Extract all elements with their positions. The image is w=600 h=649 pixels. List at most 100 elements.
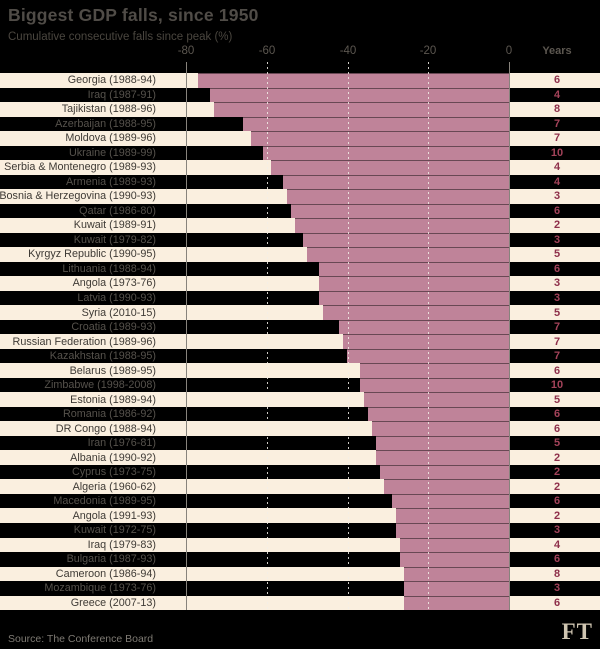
- row-label: Armenia (1989-93): [65, 175, 156, 188]
- bar: [360, 363, 509, 378]
- row-years: 6: [553, 364, 561, 377]
- years-column-header: Years: [542, 45, 572, 57]
- chart-row: Lithuania (1988-94) 6: [0, 261, 600, 277]
- row-label: Kazakhstan (1988-95): [49, 350, 156, 363]
- row-years: 6: [553, 495, 561, 508]
- row-years: 4: [553, 175, 561, 188]
- bar: [319, 276, 509, 291]
- row-years: 3: [553, 291, 561, 304]
- row-label: Serbia & Montenegro (1989-93): [4, 161, 156, 174]
- chart-title: Biggest GDP falls, since 1950: [8, 5, 259, 25]
- row-years: 3: [553, 582, 561, 595]
- bar: [396, 508, 509, 523]
- chart-row: Iran (1976-81) 5: [0, 435, 600, 451]
- row-years: 6: [553, 553, 561, 566]
- row-label: Cameroon (1986-94): [55, 567, 156, 580]
- bar: [339, 319, 509, 335]
- chart-subtitle: Cumulative consecutive falls since peak …: [8, 31, 233, 43]
- chart-row: Kazakhstan (1988-95) 7: [0, 348, 600, 364]
- chart-row: Armenia (1989-93) 4: [0, 174, 600, 190]
- bar: [347, 348, 509, 364]
- row-years: 8: [553, 567, 561, 580]
- row-years: 4: [553, 538, 561, 551]
- bar: [319, 290, 509, 306]
- row-label: Iran (1976-81): [87, 437, 156, 450]
- bar: [210, 87, 509, 103]
- chart-row: Kuwait (1989-91) 2: [0, 218, 600, 233]
- row-years: 7: [553, 321, 561, 334]
- row-label: Mozambique (1973-76): [44, 582, 156, 595]
- row-years: 7: [553, 132, 561, 145]
- axis-tick-label: -40: [339, 45, 357, 57]
- row-label: Albania (1990-92): [70, 451, 156, 464]
- axis-tick-label: -80: [177, 45, 195, 57]
- row-label: Russian Federation (1989-96): [12, 335, 156, 348]
- bar: [368, 406, 509, 422]
- row-label: Greece (2007-13): [70, 596, 156, 609]
- bar: [307, 247, 509, 262]
- row-label: Belarus (1989-95): [69, 364, 156, 377]
- row-years: 6: [553, 596, 561, 609]
- row-years: 2: [553, 480, 561, 493]
- chart-row: DR Congo (1988-94) 6: [0, 421, 600, 436]
- bar: [372, 421, 509, 436]
- bar: [400, 537, 509, 553]
- row-label: Ukraine (1989-99): [68, 146, 156, 159]
- chart-row: Iraq (1987-91) 4: [0, 87, 600, 103]
- row-years: 5: [553, 248, 561, 261]
- chart-row: Zimbabwe (1998-2008) 10: [0, 377, 600, 393]
- row-years: 3: [553, 190, 561, 203]
- bar: [360, 377, 509, 393]
- row-years: 5: [553, 393, 561, 406]
- chart-row: Kuwait (1972-75) 3: [0, 522, 600, 538]
- row-label: Qatar (1986-80): [79, 204, 156, 217]
- chart-row: Mozambique (1973-76) 3: [0, 581, 600, 596]
- row-years: 7: [553, 335, 561, 348]
- row-years: 2: [553, 451, 561, 464]
- chart-row: Moldova (1989-96) 7: [0, 131, 600, 146]
- chart-row: Macedonia (1989-95) 6: [0, 493, 600, 509]
- row-label: Lithuania (1988-94): [62, 262, 156, 275]
- bar: [376, 435, 509, 451]
- row-label: Georgia (1988-94): [67, 74, 156, 87]
- row-label: Croatia (1989-93): [71, 321, 156, 334]
- source-note: Source: The Conference Board: [8, 633, 154, 645]
- bar: [243, 116, 509, 132]
- axis-tick-label: -20: [419, 45, 437, 57]
- row-label: Moldova (1989-96): [65, 132, 156, 145]
- bar: [384, 479, 509, 494]
- bar: [295, 218, 509, 233]
- bar: [376, 450, 509, 465]
- row-years: 6: [553, 204, 561, 217]
- chart-row: Qatar (1986-80) 6: [0, 203, 600, 219]
- row-label: Macedonia (1989-95): [53, 495, 156, 508]
- row-years: 2: [553, 466, 561, 479]
- row-label: Angola (1991-93): [72, 509, 156, 522]
- row-label: Azerbaijan (1988-95): [55, 117, 156, 130]
- chart-row: Kyrgyz Republic (1990-95) 5: [0, 247, 600, 262]
- row-years: 6: [553, 74, 561, 87]
- chart-row: Iraq (1979-83) 4: [0, 537, 600, 553]
- bar: [400, 552, 509, 567]
- bar: [214, 102, 509, 117]
- row-years: 2: [553, 219, 561, 232]
- bar: [392, 493, 509, 509]
- chart-row: Serbia & Montenegro (1989-93) 4: [0, 160, 600, 175]
- bar: [263, 145, 509, 161]
- row-years: 7: [553, 350, 561, 363]
- row-label: Romania (1986-92): [62, 408, 156, 421]
- row-label: Tajikistan (1988-96): [61, 103, 156, 116]
- row-label: Latvia (1990-93): [77, 291, 156, 304]
- row-label: Syria (2010-15): [81, 306, 156, 319]
- row-years: 3: [553, 233, 561, 246]
- bar: [404, 566, 509, 582]
- bar: [287, 189, 509, 204]
- chart-row: Romania (1986-92) 6: [0, 406, 600, 422]
- bar: [396, 522, 509, 538]
- row-years: 8: [553, 103, 561, 116]
- row-label: Cyprus (1973-75): [71, 466, 156, 479]
- axis-tick-label: -60: [258, 45, 276, 57]
- row-years: 6: [553, 422, 561, 435]
- row-years: 10: [550, 379, 564, 392]
- row-years: 7: [553, 117, 561, 130]
